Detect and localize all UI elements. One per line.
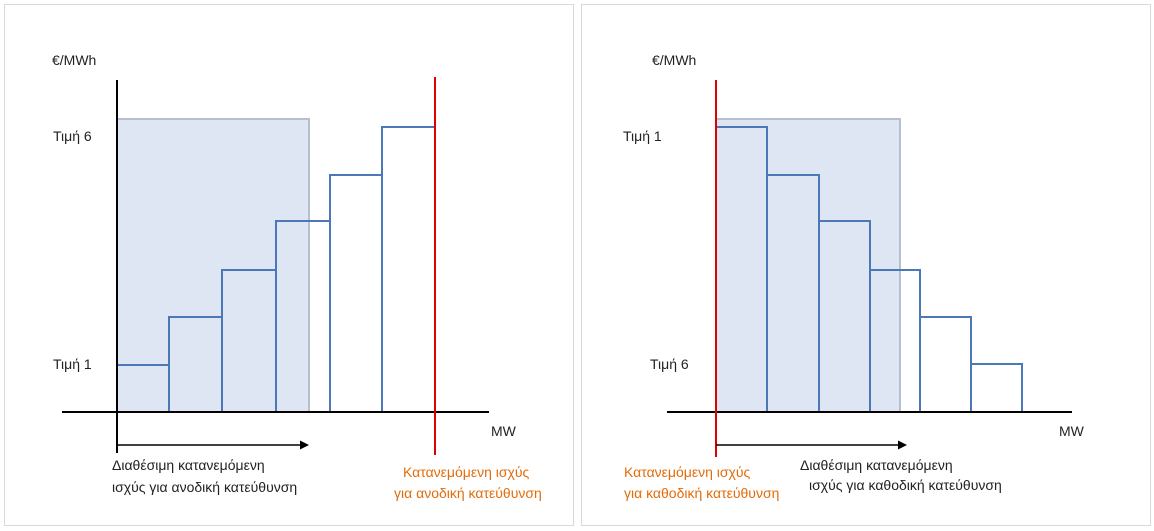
price-step-5 [919,316,972,413]
allocated-capacity-label-line1: Κατανεμόμενη ισχύς [403,464,530,480]
downward-diagram-svg: €/MWh MW Τιμή 1 Τιμή 6 Κατανεμόμενη ισχύ… [623,52,1085,501]
downward-direction-panel: €/MWh MW Τιμή 1 Τιμή 6 Κατανεμόμενη ισχύ… [581,4,1151,526]
available-capacity-label-line2: ισχύς για ανοδική κατεύθυνση [112,479,297,495]
upward-direction-panel: €/MWh MW Τιμή 6 Τιμή 1 Διαθέσιμη κατανεμ… [4,4,574,526]
price-step-6 [970,363,1023,413]
y-axis-label: €/MWh [652,52,696,68]
available-capacity-area [715,118,901,413]
price-bottom-label: Τιμή 1 [53,356,92,372]
available-capacity-label-line1: Διαθέσιμη κατανεμόμενη [800,457,953,473]
price-top-label: Τιμή 1 [623,128,662,144]
x-axis-label: MW [1059,423,1085,439]
price-bottom-label: Τιμή 6 [650,356,689,372]
available-capacity-label-line1: Διαθέσιμη κατανεμόμενη [112,457,265,473]
available-capacity-arrow [117,440,309,450]
available-capacity-area [116,118,310,413]
upward-diagram-svg: €/MWh MW Τιμή 6 Τιμή 1 Διαθέσιμη κατανεμ… [52,52,542,501]
available-capacity-arrow [716,440,907,450]
available-capacity-label-line2: ισχύς για καθοδική κατεύθυνση [809,477,1002,493]
price-step-5 [329,174,383,413]
x-axis-label: MW [491,423,517,439]
allocated-capacity-label-line1: Κατανεμόμενη ισχύς [624,464,751,480]
allocated-capacity-label-line2: για ανοδική κατεύθυνση [394,485,542,501]
y-axis-label: €/MWh [52,52,96,68]
allocated-capacity-label-line2: για καθοδική κατεύθυνση [624,485,779,501]
price-top-label: Τιμή 6 [53,128,92,144]
price-step-6 [381,126,436,413]
